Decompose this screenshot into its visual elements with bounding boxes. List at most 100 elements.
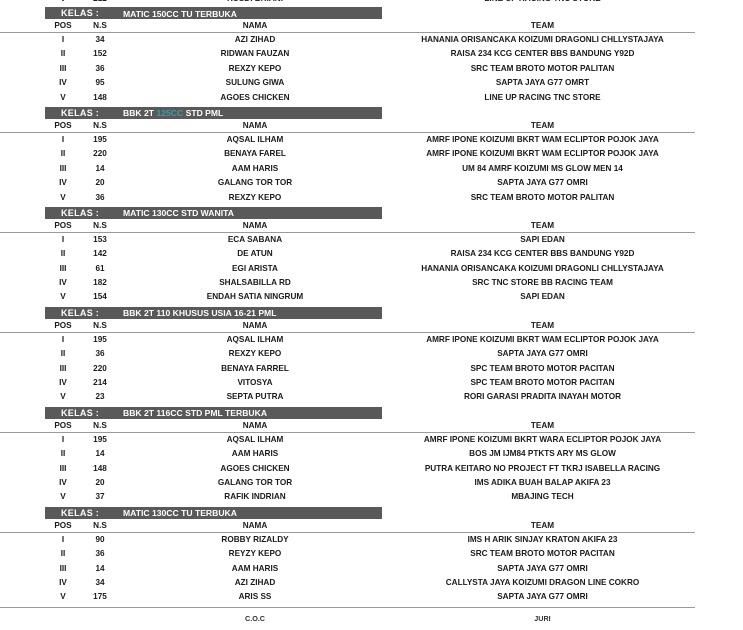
- cell-team: SAPTA JAYA G77 OMRT: [495, 78, 590, 88]
- table-row: I 195 AQSAL ILHAM AMRF IPONE KOIZUMI BKRT W…: [0, 133, 743, 147]
- cell-team: SRC TEAM BROTO MOTOR PALITAN: [470, 192, 615, 202]
- class-name-part: STD PML: [183, 108, 224, 119]
- clipped-top-row: V 212 RUSDI BRIANI LINE UP RACING TNC ST…: [0, 0, 743, 7]
- cell-pos: I: [61, 134, 65, 144]
- cell-pos: III: [59, 63, 67, 73]
- cell-team: AMRF IPONE KOIZUMI BKRT WAM ECLIPTOR POJ…: [426, 149, 659, 159]
- header-rule: [0, 431, 695, 433]
- cell-ns: 14: [95, 449, 105, 459]
- cell-team: AMRF IPONE KOIZUMI BKRT WAM ECLIPTOR POJ…: [426, 134, 659, 144]
- cell-ns: 95: [95, 78, 105, 88]
- class-name-part: MATIC 130CC TU TERBUKA: [123, 508, 237, 519]
- cell-team: SAPI EDAN: [520, 234, 565, 244]
- table-row: IV 20 GALANG TOR TOR IMS ADIKA BUAH BALAP A…: [0, 476, 743, 490]
- cell-pos: IV: [59, 278, 67, 288]
- table-row: III 148 AGOES CHICKEN PUTRA KEITARO NO PROJ…: [0, 462, 743, 476]
- cell-pos: I: [61, 234, 65, 244]
- column-header-team: TEAM: [530, 520, 555, 530]
- kelas-label: KELAS :: [61, 507, 100, 518]
- table-row: II 36 REXZY KEPO SAPTA JAYA G77 OMRI: [0, 347, 743, 361]
- cell-ns: 220: [93, 149, 107, 159]
- column-header-row: POS N.S NAMA TEAM: [0, 19, 743, 32]
- cell-ns: 34: [95, 577, 105, 587]
- table-row: V 23 SEPTA PUTRA RORI GARASI PRADITA INAYAH…: [0, 390, 743, 404]
- column-header-nama: NAMA: [242, 21, 268, 30]
- cell-pos: I: [61, 334, 65, 344]
- class-name: BBK 2T 125CC STD PML: [123, 108, 223, 118]
- cell-ns: 195: [93, 334, 107, 344]
- table-row: IV 182 SHALSABILLA RD SRC TNC STORE BB RACI…: [0, 276, 743, 290]
- class-header-bar: KELAS : BBK 2T 110 KHUSUS USIA 16-21 PML: [45, 306, 382, 319]
- column-header-ns: N.S: [93, 420, 107, 430]
- column-header-nama: NAMA: [242, 120, 268, 130]
- cell-ns: 148: [93, 463, 107, 473]
- cell-team: SRC TEAM BROTO MOTOR PACITAN: [470, 549, 615, 559]
- cell-ns: 220: [93, 363, 107, 373]
- cell-team: LINE UP RACING TNC STORE: [484, 92, 601, 102]
- cell-nama: REYZY KEPO: [228, 549, 282, 559]
- column-header-team: TEAM: [530, 21, 555, 30]
- cell-ns: 36: [95, 349, 105, 359]
- cell-team: MBAJING TECH: [511, 492, 574, 502]
- cell-ns: 14: [95, 163, 105, 173]
- table-row: III 61 EGI ARISTA HANANIA ORISANCAKA KOIZUM…: [0, 262, 743, 276]
- class-name: MATIC 130CC TU TERBUKA: [123, 508, 237, 518]
- class-name: BBK 2T 116CC STD PML TERBUKA: [123, 408, 267, 418]
- class-header-bar: KELAS : BBK 2T 116CC STD PML TERBUKA: [45, 406, 382, 419]
- cell-team: AMRF IPONE KOIZUMI BKRT WAM ECLIPTOR POJ…: [426, 334, 659, 344]
- table-row: I 195 AQSAL ILHAM AMRF IPONE KOIZUMI BKRT W…: [0, 433, 743, 447]
- cell-nama: EGI ARISTA: [232, 263, 278, 273]
- cell-ns: 37: [95, 492, 105, 502]
- cell-nama: REXZY KEPO: [228, 349, 282, 359]
- cell-nama: AAM HARIS: [231, 163, 279, 173]
- column-header-nama: NAMA: [242, 320, 268, 330]
- results-rows: I 195 AQSAL ILHAM AMRF IPONE KOIZUMI BKRT W…: [0, 333, 743, 405]
- table-row: V 154 ENDAH SATIA NINGRUM SAPI EDAN: [0, 290, 743, 304]
- cell-nama: AQSAL ILHAM: [226, 434, 284, 444]
- cell-nama: GALANG TOR TOR: [217, 477, 293, 487]
- table-row: V 148 AGOES CHICKEN LINE UP RACING TNC STOR…: [0, 91, 743, 105]
- class-name: MATIC 130CC STD WANITA: [123, 208, 234, 218]
- cell-nama: ARIS SS: [238, 592, 272, 602]
- column-header-team: TEAM: [530, 420, 555, 430]
- kelas-label: KELAS :: [61, 8, 100, 18]
- cell-team: AMRF IPONE KOIZUMI BKRT WARA ECLIPTOR PO…: [423, 434, 662, 444]
- cell-team: SRC TEAM BROTO MOTOR PALITAN: [470, 63, 615, 73]
- column-header-row: POS N.S NAMA TEAM: [0, 519, 743, 532]
- cell-pos: IV: [59, 78, 67, 88]
- cell-team: BOS JM IJM84 PTKTS ARY MS GLOW: [469, 449, 616, 459]
- cell-ns: 14: [95, 563, 105, 573]
- column-header-nama: NAMA: [242, 420, 268, 430]
- cell-team: SPC TEAM BROTO MOTOR PACITAN: [470, 363, 615, 373]
- cell-pos: III: [59, 563, 67, 573]
- cell-pos: II: [60, 149, 66, 159]
- class-section: KELAS : BBK 2T 110 KHUSUS USIA 16-21 PML P…: [0, 306, 743, 407]
- cell-team: CALLYSTA JAYA KOIZUMI DRAGON LINE COKRO: [445, 577, 640, 587]
- cell-nama: AQSAL ILHAM: [226, 334, 284, 344]
- cell-pos: IV: [59, 378, 67, 388]
- cell-nama: ECA SABANA: [227, 234, 283, 244]
- column-header-team: TEAM: [530, 220, 555, 230]
- cell-pos: II: [60, 49, 66, 59]
- cell-team: IMS ADIKA BUAH BALAP AKIFA 23: [474, 477, 611, 487]
- class-section: KELAS : MATIC 130CC STD WANITA POS N.S NAMA T…: [0, 206, 743, 307]
- cell-nama: GALANG TOR TOR: [217, 178, 293, 188]
- cell-pos: V: [60, 292, 66, 302]
- table-row: III 220 BENAYA FARREL SPC TEAM BROTO MOTOR …: [0, 362, 743, 376]
- results-rows: I 195 AQSAL ILHAM AMRF IPONE KOIZUMI BKRT W…: [0, 433, 743, 505]
- cell-pos: III: [59, 163, 67, 173]
- class-name: BBK 2T 110 KHUSUS USIA 16-21 PML: [123, 308, 276, 318]
- table-row: V 37 RAFIK INDRIAN MBAJING TECH: [0, 490, 743, 504]
- cell-nama: VITOSYA: [237, 378, 273, 388]
- cell-pos: III: [59, 463, 67, 473]
- cell-pos: I: [61, 534, 65, 544]
- cell-ns: 36: [95, 192, 105, 202]
- column-header-row: POS N.S NAMA TEAM: [0, 319, 743, 332]
- cell-ns: 23: [95, 392, 105, 402]
- cell-nama: REXZY KEPO: [228, 192, 282, 202]
- class-header-bar: KELAS : MATIC 130CC STD WANITA: [45, 206, 382, 219]
- cell-nama: BENAYA FARREL: [221, 363, 289, 373]
- column-header-team: TEAM: [530, 120, 555, 130]
- table-row: III 14 AAM HARIS UM 84 AMRF KOIZUMI MS GLOW…: [0, 162, 743, 176]
